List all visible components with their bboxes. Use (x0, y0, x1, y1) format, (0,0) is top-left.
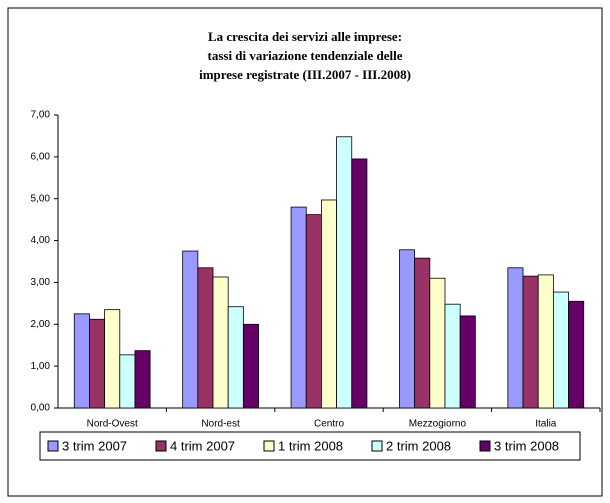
y-tick-label: 3,00 (31, 277, 51, 288)
legend-label: 3 trim 2008 (494, 438, 559, 453)
legend-label: 4 trim 2007 (170, 438, 235, 453)
bar (351, 158, 368, 409)
legend-label: 1 trim 2008 (278, 438, 343, 453)
x-tick-label: Nord-est (201, 419, 240, 430)
y-tick-label: 6,00 (31, 151, 51, 162)
bar (321, 199, 337, 409)
y-tick-label: 2,00 (31, 319, 51, 330)
x-tick-label: Nord-Ovest (87, 419, 138, 430)
bar (552, 291, 569, 409)
bar (119, 354, 136, 409)
legend-swatch (371, 440, 383, 452)
bar (568, 300, 585, 409)
legend-label: 2 trim 2008 (386, 438, 451, 453)
bar (197, 267, 214, 409)
bar (399, 249, 416, 409)
bar (507, 267, 524, 409)
bar (73, 313, 90, 409)
y-tick-label: 5,00 (31, 193, 51, 204)
x-tick-label: Mezzogiorno (409, 419, 467, 430)
bar (89, 318, 106, 409)
bar (305, 214, 322, 409)
y-tick-label: 0,00 (31, 403, 51, 414)
legend-label: 3 trim 2007 (62, 438, 127, 453)
chart-title: imprese registrate (III.2007 - III.2008) (199, 67, 411, 82)
bar (212, 276, 229, 409)
y-tick-label: 7,00 (31, 110, 51, 121)
bar (227, 306, 244, 409)
legend-swatch (47, 440, 59, 452)
bar (290, 206, 307, 409)
chart-title: La crescita dei servizi alle imprese: (208, 29, 402, 44)
chart-title: tassi di variazione tendenziale delle (208, 48, 403, 63)
y-tick-label: 4,00 (31, 235, 51, 246)
bar (414, 257, 431, 409)
legend-swatch (263, 440, 275, 452)
bar (522, 275, 539, 409)
bar (537, 274, 554, 409)
bar (104, 309, 121, 409)
bar (336, 136, 353, 409)
x-tick-label: Centro (314, 419, 344, 430)
y-tick-label: 1,00 (31, 361, 51, 372)
bar (134, 350, 151, 409)
legend-swatch (479, 440, 491, 452)
bar (429, 277, 446, 409)
legend-swatch (155, 440, 167, 452)
x-tick-label: Italia (535, 419, 557, 430)
bar (459, 315, 476, 409)
bar (444, 303, 461, 409)
bar (182, 250, 199, 409)
bar (242, 323, 259, 409)
